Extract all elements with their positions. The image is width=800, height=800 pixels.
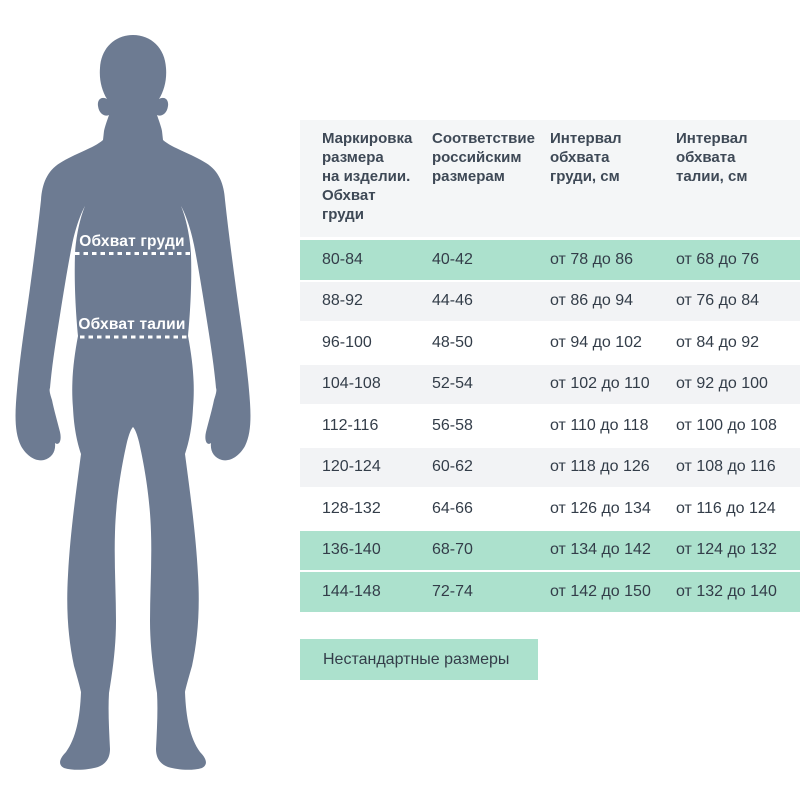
cell-size-marking: 120-124: [322, 458, 381, 476]
cell-chest-interval: от 102 до 110: [550, 375, 650, 393]
table-header-row: Маркировка размера на изделии. Обхват гр…: [300, 120, 800, 237]
column-header: Интервал обхвата талии, см: [676, 130, 748, 185]
cell-chest-interval: от 126 до 134: [550, 499, 651, 517]
cell-size-marking: 88-92: [322, 292, 363, 310]
table-row: 136-140 68-70 от 134 до 142 от 124 до 13…: [300, 530, 800, 570]
waist-girth-label: Обхват талии: [78, 316, 185, 333]
cell-waist-interval: от 124 до 132: [676, 541, 777, 559]
cell-waist-interval: от 132 до 140: [676, 582, 777, 600]
nonstandard-sizes-button[interactable]: Нестандартные размеры: [300, 639, 538, 680]
cell-size-marking: 80-84: [322, 250, 363, 268]
cell-russian-size: 48-50: [432, 333, 473, 351]
cell-russian-size: 44-46: [432, 292, 473, 310]
cell-chest-interval: от 118 до 126: [550, 458, 650, 476]
cell-russian-size: 72-74: [432, 582, 473, 600]
table-row: 144-148 72-74 от 142 до 150 от 132 до 14…: [300, 572, 800, 612]
cell-russian-size: 56-58: [432, 416, 473, 434]
cell-chest-interval: от 134 до 142: [550, 541, 651, 559]
cell-russian-size: 60-62: [432, 458, 473, 476]
cell-waist-interval: от 100 до 108: [676, 416, 777, 434]
cell-chest-interval: от 110 до 118: [550, 416, 649, 434]
cell-size-marking: 128-132: [322, 499, 381, 517]
cell-chest-interval: от 142 до 150: [550, 582, 651, 600]
cell-size-marking: 112-116: [322, 416, 379, 434]
cell-waist-interval: от 92 до 100: [676, 375, 768, 393]
cell-waist-interval: от 108 до 116: [676, 458, 776, 476]
cell-chest-interval: от 94 до 102: [550, 333, 642, 351]
cell-chest-interval: от 78 до 86: [550, 250, 634, 268]
column-header: Соответствие российским размерам: [432, 130, 535, 185]
cell-russian-size: 64-66: [432, 499, 473, 517]
cell-waist-interval: от 116 до 124: [676, 499, 776, 517]
table-row: 104-108 52-54 от 102 до 110 от 92 до 100: [300, 364, 800, 404]
male-silhouette: Обхват груди Обхват талии: [15, 35, 251, 770]
table-row: 112-116 56-58 от 110 до 118 от 100 до 10…: [300, 406, 800, 446]
table-row: 120-124 60-62 от 118 до 126 от 108 до 11…: [300, 447, 800, 487]
table-row: 128-132 64-66 от 126 до 134 от 116 до 12…: [300, 489, 800, 529]
cell-size-marking: 136-140: [322, 541, 381, 559]
cell-waist-interval: от 76 до 84: [676, 292, 760, 310]
column-header: Маркировка размера на изделии. Обхват гр…: [322, 130, 413, 223]
cell-russian-size: 68-70: [432, 541, 473, 559]
cell-waist-interval: от 84 до 92: [676, 333, 760, 351]
cell-size-marking: 104-108: [322, 375, 381, 393]
table-row: 96-100 48-50 от 94 до 102 от 84 до 92: [300, 323, 800, 363]
cell-chest-interval: от 86 до 94: [550, 292, 634, 310]
silhouette-body: [15, 35, 251, 770]
chest-girth-label: Обхват груди: [79, 233, 184, 250]
column-header: Интервал обхвата груди, см: [550, 130, 622, 185]
cell-russian-size: 40-42: [432, 250, 473, 268]
cell-size-marking: 144-148: [322, 582, 381, 600]
table-body: 80-84 40-42 от 78 до 86 от 68 до 76 88-9…: [300, 240, 800, 612]
cell-size-marking: 96-100: [322, 333, 372, 351]
cell-waist-interval: от 68 до 76: [676, 250, 760, 268]
cell-russian-size: 52-54: [432, 375, 473, 393]
table-row: 88-92 44-46 от 86 до 94 от 76 до 84: [300, 281, 800, 321]
table-row: 80-84 40-42 от 78 до 86 от 68 до 76: [300, 240, 800, 280]
size-table: Маркировка размера на изделии. Обхват гр…: [300, 120, 800, 612]
